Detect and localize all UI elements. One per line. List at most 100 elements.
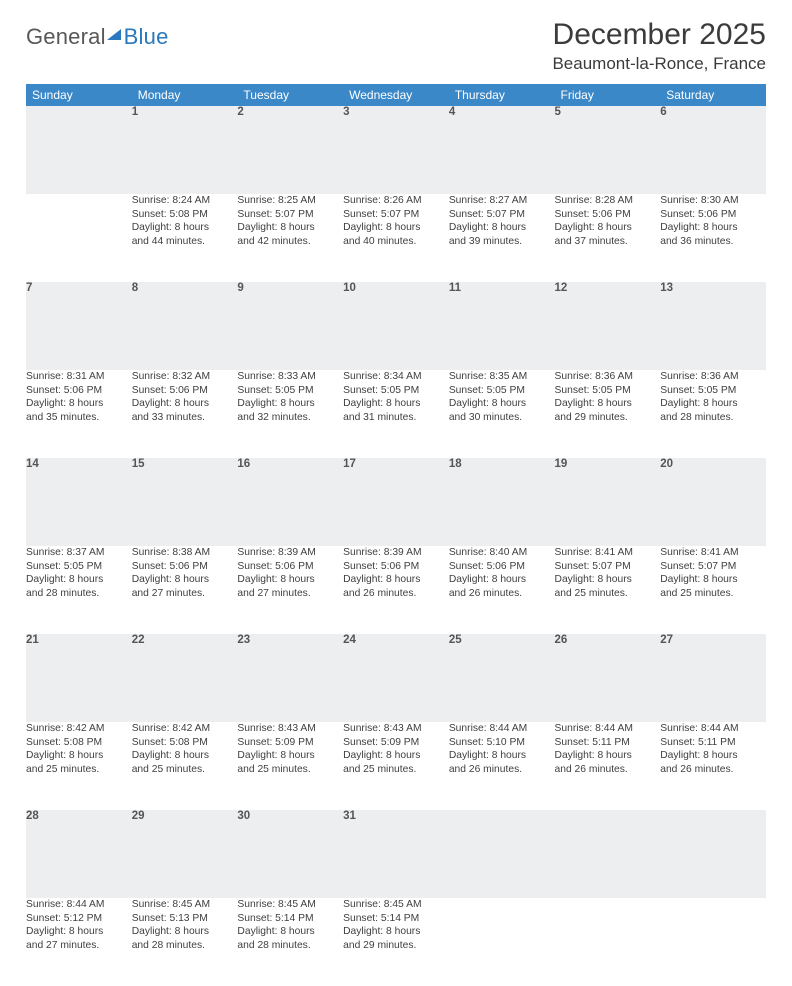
day-number: 28	[26, 810, 132, 898]
daylight-line-2: and 28 minutes.	[660, 411, 766, 425]
day-cell: Sunrise: 8:42 AMSunset: 5:08 PMDaylight:…	[132, 722, 238, 810]
sunrise-line: Sunrise: 8:44 AM	[660, 722, 766, 736]
sunrise-line: Sunrise: 8:33 AM	[237, 370, 343, 384]
daylight-line-2: and 36 minutes.	[660, 235, 766, 249]
daylight-line-2: and 27 minutes.	[237, 587, 343, 601]
day-number: 25	[449, 634, 555, 722]
day-cell: Sunrise: 8:43 AMSunset: 5:09 PMDaylight:…	[237, 722, 343, 810]
day-cell: Sunrise: 8:36 AMSunset: 5:05 PMDaylight:…	[555, 370, 661, 458]
day-number: 2	[237, 106, 343, 194]
daylight-line-1: Daylight: 8 hours	[132, 573, 238, 587]
sunrise-line: Sunrise: 8:44 AM	[449, 722, 555, 736]
sunset-line: Sunset: 5:07 PM	[449, 208, 555, 222]
daylight-line-1: Daylight: 8 hours	[343, 573, 449, 587]
weekday-tuesday: Tuesday	[237, 84, 343, 106]
daylight-line-1: Daylight: 8 hours	[132, 925, 238, 939]
sunset-line: Sunset: 5:06 PM	[26, 384, 132, 398]
day-cell: Sunrise: 8:39 AMSunset: 5:06 PMDaylight:…	[237, 546, 343, 634]
day-number: 16	[237, 458, 343, 546]
sunrise-line: Sunrise: 8:28 AM	[555, 194, 661, 208]
day-cell: Sunrise: 8:45 AMSunset: 5:14 PMDaylight:…	[343, 898, 449, 986]
day-number: 3	[343, 106, 449, 194]
daylight-line-2: and 33 minutes.	[132, 411, 238, 425]
daylight-line-1: Daylight: 8 hours	[449, 573, 555, 587]
day-cell: Sunrise: 8:24 AMSunset: 5:08 PMDaylight:…	[132, 194, 238, 282]
weekday-thursday: Thursday	[449, 84, 555, 106]
day-number: 29	[132, 810, 238, 898]
daylight-line-1: Daylight: 8 hours	[132, 749, 238, 763]
weekday-header: SundayMondayTuesdayWednesdayThursdayFrid…	[26, 84, 766, 106]
day-number	[449, 810, 555, 898]
daylight-line-1: Daylight: 8 hours	[660, 573, 766, 587]
day-cell: Sunrise: 8:34 AMSunset: 5:05 PMDaylight:…	[343, 370, 449, 458]
sunrise-line: Sunrise: 8:42 AM	[26, 722, 132, 736]
day-cell: Sunrise: 8:26 AMSunset: 5:07 PMDaylight:…	[343, 194, 449, 282]
day-number: 10	[343, 282, 449, 370]
daylight-line-1: Daylight: 8 hours	[237, 573, 343, 587]
sunrise-line: Sunrise: 8:43 AM	[237, 722, 343, 736]
daylight-line-1: Daylight: 8 hours	[449, 749, 555, 763]
day-number: 22	[132, 634, 238, 722]
day-cell: Sunrise: 8:36 AMSunset: 5:05 PMDaylight:…	[660, 370, 766, 458]
sunrise-line: Sunrise: 8:37 AM	[26, 546, 132, 560]
sunset-line: Sunset: 5:06 PM	[449, 560, 555, 574]
sunset-line: Sunset: 5:12 PM	[26, 912, 132, 926]
daylight-line-2: and 25 minutes.	[555, 587, 661, 601]
daylight-line-1: Daylight: 8 hours	[660, 221, 766, 235]
daylight-line-2: and 39 minutes.	[449, 235, 555, 249]
sunrise-line: Sunrise: 8:25 AM	[237, 194, 343, 208]
sunset-line: Sunset: 5:14 PM	[343, 912, 449, 926]
daynum-row: 28293031	[26, 810, 766, 898]
day-cell: Sunrise: 8:25 AMSunset: 5:07 PMDaylight:…	[237, 194, 343, 282]
sunset-line: Sunset: 5:09 PM	[343, 736, 449, 750]
daylight-line-2: and 26 minutes.	[555, 763, 661, 777]
day-number: 30	[237, 810, 343, 898]
day-number: 9	[237, 282, 343, 370]
day-cell	[26, 194, 132, 282]
day-number	[26, 106, 132, 194]
sunset-line: Sunset: 5:10 PM	[449, 736, 555, 750]
content-row: Sunrise: 8:44 AMSunset: 5:12 PMDaylight:…	[26, 898, 766, 986]
sunrise-line: Sunrise: 8:41 AM	[555, 546, 661, 560]
sunrise-line: Sunrise: 8:32 AM	[132, 370, 238, 384]
daylight-line-1: Daylight: 8 hours	[26, 749, 132, 763]
day-number: 27	[660, 634, 766, 722]
daylight-line-1: Daylight: 8 hours	[343, 221, 449, 235]
sunset-line: Sunset: 5:08 PM	[132, 208, 238, 222]
daylight-line-2: and 31 minutes.	[343, 411, 449, 425]
sunset-line: Sunset: 5:06 PM	[237, 560, 343, 574]
day-number: 4	[449, 106, 555, 194]
day-number	[660, 810, 766, 898]
sunset-line: Sunset: 5:13 PM	[132, 912, 238, 926]
daynum-row: 14151617181920	[26, 458, 766, 546]
sunrise-line: Sunrise: 8:36 AM	[660, 370, 766, 384]
sunset-line: Sunset: 5:07 PM	[237, 208, 343, 222]
daylight-line-1: Daylight: 8 hours	[343, 925, 449, 939]
day-number: 20	[660, 458, 766, 546]
sunset-line: Sunset: 5:06 PM	[343, 560, 449, 574]
logo-text: General	[26, 24, 106, 50]
daylight-line-1: Daylight: 8 hours	[26, 925, 132, 939]
daylight-line-2: and 28 minutes.	[132, 939, 238, 953]
daylight-line-2: and 27 minutes.	[26, 939, 132, 953]
daylight-line-2: and 26 minutes.	[660, 763, 766, 777]
sunrise-line: Sunrise: 8:39 AM	[237, 546, 343, 560]
logo-text-blue: Blue	[124, 24, 169, 50]
sunset-line: Sunset: 5:11 PM	[660, 736, 766, 750]
day-number: 19	[555, 458, 661, 546]
sunset-line: Sunset: 5:05 PM	[555, 384, 661, 398]
daylight-line-1: Daylight: 8 hours	[449, 397, 555, 411]
day-number: 21	[26, 634, 132, 722]
sunset-line: Sunset: 5:06 PM	[660, 208, 766, 222]
day-cell: Sunrise: 8:44 AMSunset: 5:11 PMDaylight:…	[660, 722, 766, 810]
daylight-line-1: Daylight: 8 hours	[660, 397, 766, 411]
sunrise-line: Sunrise: 8:45 AM	[237, 898, 343, 912]
daynum-row: 123456	[26, 106, 766, 194]
sunrise-line: Sunrise: 8:44 AM	[555, 722, 661, 736]
daylight-line-2: and 26 minutes.	[449, 587, 555, 601]
day-number: 11	[449, 282, 555, 370]
daylight-line-2: and 25 minutes.	[343, 763, 449, 777]
logo-triangle-icon	[107, 29, 121, 40]
sunset-line: Sunset: 5:09 PM	[237, 736, 343, 750]
daylight-line-2: and 26 minutes.	[449, 763, 555, 777]
